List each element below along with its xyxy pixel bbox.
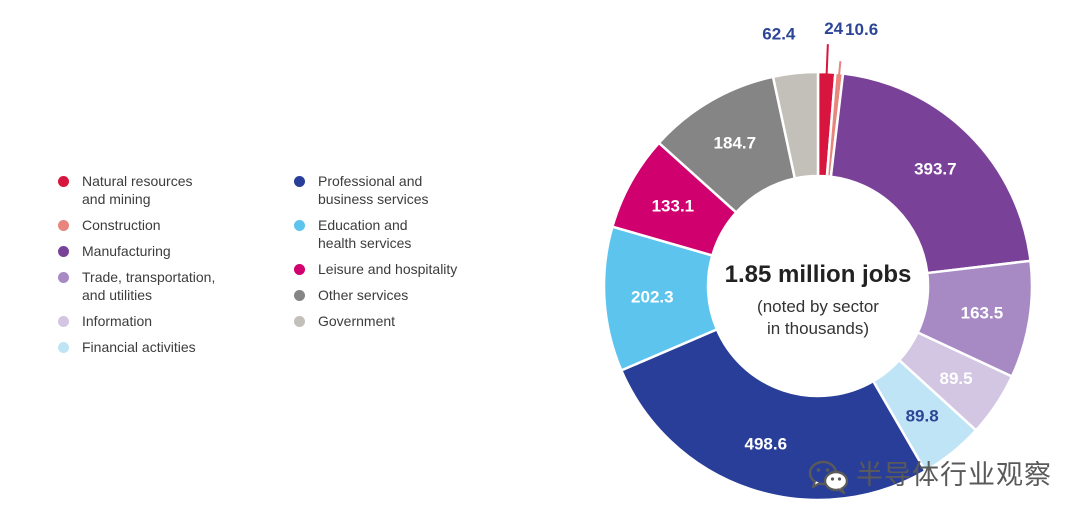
legend-swatch (58, 316, 69, 327)
slice-value-label-11: 62.4 (762, 24, 796, 43)
legend-item: Information (58, 312, 282, 330)
legend-column-1: Natural resources and mining Construction… (58, 172, 282, 364)
watermark-text: 半导体行业观察 (856, 460, 1052, 491)
legend-label: Leisure and hospitality (318, 261, 458, 277)
legend-swatch (294, 290, 305, 301)
legend-swatch (294, 264, 305, 275)
slice-7 (619, 327, 928, 502)
legend-item: Education and health services (294, 216, 518, 252)
leader-line-2 (838, 61, 842, 76)
legend-label: Government (318, 313, 396, 329)
center-subtitle-line-1: (noted by sector (757, 297, 879, 316)
slice-value-label-9: 133.1 (652, 196, 695, 215)
legend-swatch (58, 342, 69, 353)
slice-value-label-8: 202.3 (631, 287, 674, 306)
slice-value-label-10: 184.7 (714, 133, 757, 152)
slice-value-label-4: 163.5 (961, 303, 1004, 322)
legend-item: Other services (294, 286, 518, 304)
legend-item: Leisure and hospitality (294, 260, 518, 278)
slice-11 (771, 70, 820, 180)
legend-item: Financial activities (58, 338, 282, 356)
legend-swatch (294, 316, 305, 327)
legend-label: Education and health services (318, 217, 412, 251)
legend-label: Manufacturing (82, 243, 171, 259)
legend-swatch (58, 176, 69, 187)
legend-swatch (294, 176, 305, 187)
legend-swatch (58, 272, 69, 283)
legend-swatch (58, 220, 69, 231)
legend-item: Construction (58, 216, 282, 234)
slice-value-label-1: 24 (824, 19, 843, 38)
slice-3 (829, 72, 1032, 275)
legend-label: Professional and business services (318, 173, 429, 207)
legend-item: Professional and business services (294, 172, 518, 208)
legend-label: Natural resources and mining (82, 173, 193, 207)
legend-item: Trade, transportation, and utilities (58, 268, 282, 304)
legend-label: Other services (318, 287, 409, 303)
legend-label: Construction (82, 217, 161, 233)
legend-column-2: Professional and business services Educat… (294, 172, 518, 338)
legend-item: Natural resources and mining (58, 172, 282, 208)
legend-item: Manufacturing (58, 242, 282, 260)
chart-legend: Natural resources and mining Construction… (58, 172, 498, 372)
center-subtitle-line-2: in thousands) (767, 319, 869, 338)
slice-value-label-5: 89.5 (940, 369, 973, 388)
slice-value-label-2: 10.6 (845, 20, 878, 39)
legend-label: Financial activities (82, 339, 196, 355)
legend-label: Information (82, 313, 153, 329)
legend-swatch (58, 246, 69, 257)
wechat-icon (808, 460, 849, 495)
leader-line-1 (825, 44, 829, 75)
slice-value-label-6: 89.8 (906, 406, 939, 425)
slice-value-label-3: 393.7 (914, 160, 957, 179)
watermark: 半导体行业观察 (808, 455, 1058, 499)
legend-label: Trade, transportation, and utilities (82, 269, 216, 303)
legend-item: Government (294, 312, 518, 330)
center-title: 1.85 million jobs (725, 261, 912, 288)
slice-value-label-7: 498.6 (745, 435, 788, 454)
legend-swatch (294, 220, 305, 231)
